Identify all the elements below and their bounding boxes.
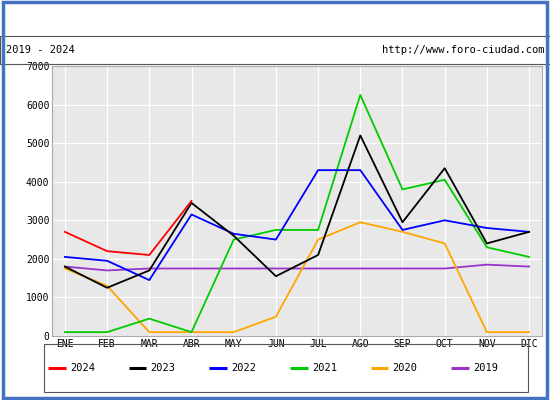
Text: 2022: 2022 <box>231 363 256 373</box>
Text: 2019 - 2024: 2019 - 2024 <box>6 45 74 55</box>
Text: http://www.foro-ciudad.com: http://www.foro-ciudad.com <box>382 45 544 55</box>
Text: 2024: 2024 <box>70 363 95 373</box>
Text: Evolucion Nº Turistas Nacionales en el municipio de Albarracín: Evolucion Nº Turistas Nacionales en el m… <box>27 12 523 24</box>
Text: 2023: 2023 <box>151 363 175 373</box>
Text: 2020: 2020 <box>393 363 417 373</box>
Text: 2019: 2019 <box>473 363 498 373</box>
Text: 2021: 2021 <box>312 363 337 373</box>
